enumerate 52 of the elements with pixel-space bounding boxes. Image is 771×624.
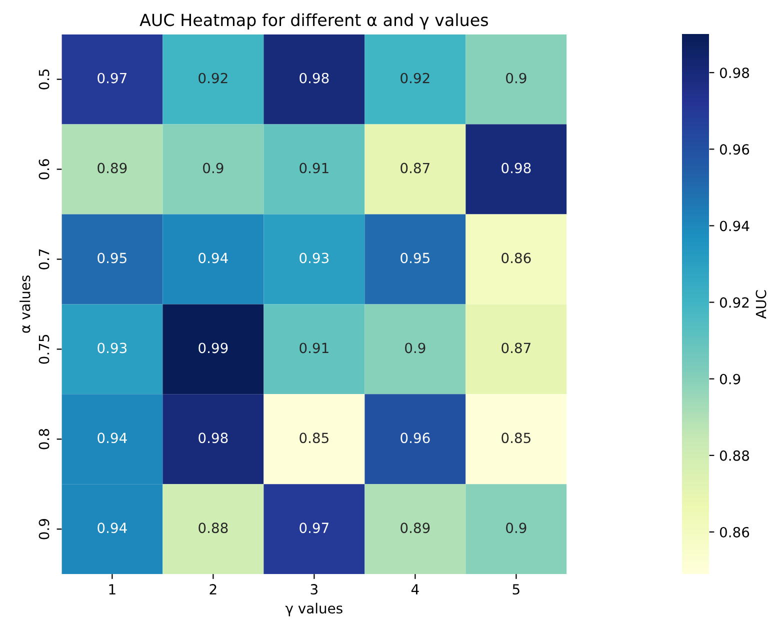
data-label: 0.98: [198, 432, 228, 444]
data-label: 0.9: [506, 522, 526, 534]
data-label: 0.97: [98, 72, 126, 84]
data-label: 0.91: [300, 162, 328, 174]
data-label: 0.93: [98, 342, 127, 354]
data-label: 0.96: [400, 432, 430, 444]
data-label: 0.98: [502, 162, 531, 174]
data-label: 0.95: [400, 252, 430, 264]
color-bar-label: 0.9: [720, 374, 740, 384]
x-tick-label: 3: [310, 584, 318, 595]
color-bar-label: 0.98: [720, 68, 750, 78]
data-label: 0.87: [502, 342, 530, 354]
data-label: 0.97: [300, 522, 328, 534]
data-label: 0.88: [198, 522, 228, 534]
data-label: 0.95: [98, 252, 126, 264]
data-label: 0.99: [198, 342, 228, 354]
data-label: 0.86: [502, 252, 531, 264]
y-tick-label: 0.6: [38, 159, 50, 180]
y-tick-label: 0.8: [38, 429, 50, 450]
data-label: 0.94: [98, 522, 127, 534]
data-label: 0.94: [198, 252, 228, 264]
x-tick-label: 5: [512, 584, 520, 595]
color-bar-label: 0.92: [720, 297, 749, 308]
color-bar-label: 0.96: [720, 144, 750, 155]
data-label: 0.89: [400, 522, 430, 534]
data-label: 0.94: [98, 432, 127, 444]
chart-title: AUC Heatmap for different α and γ values: [140, 13, 488, 30]
data-label: 0.92: [198, 72, 228, 84]
color-bar-title: AUC: [756, 290, 766, 319]
data-label: 0.92: [400, 72, 430, 84]
x-tick-label: 2: [210, 584, 216, 594]
y-tick-label: 0.5: [38, 69, 50, 90]
x-tick-label: 1: [109, 584, 116, 594]
data-label: 0.85: [300, 432, 328, 444]
y-axis-title: α values: [20, 276, 30, 333]
data-label: 0.89: [98, 162, 127, 174]
data-label: 0.93: [300, 252, 329, 264]
x-axis-title: γ values: [285, 602, 342, 616]
color-bar-label: 0.94: [720, 220, 750, 232]
color-bar-label: 0.86: [720, 526, 750, 538]
x-tick-label: 4: [411, 584, 419, 594]
data-label: 0.9: [203, 162, 224, 174]
data-label: 0.91: [300, 342, 328, 354]
data-label: 0.9: [506, 72, 526, 84]
data-label: 0.87: [400, 162, 430, 174]
color-bar-label: 0.88: [720, 450, 750, 461]
y-tick-label: 0.7: [38, 249, 50, 270]
y-tick-label: 0.9: [38, 519, 50, 540]
data-label: 0.98: [300, 72, 329, 84]
data-label: 0.85: [502, 432, 530, 444]
data-label: 0.9: [405, 342, 426, 354]
y-tick-label: 0.75: [38, 334, 50, 364]
